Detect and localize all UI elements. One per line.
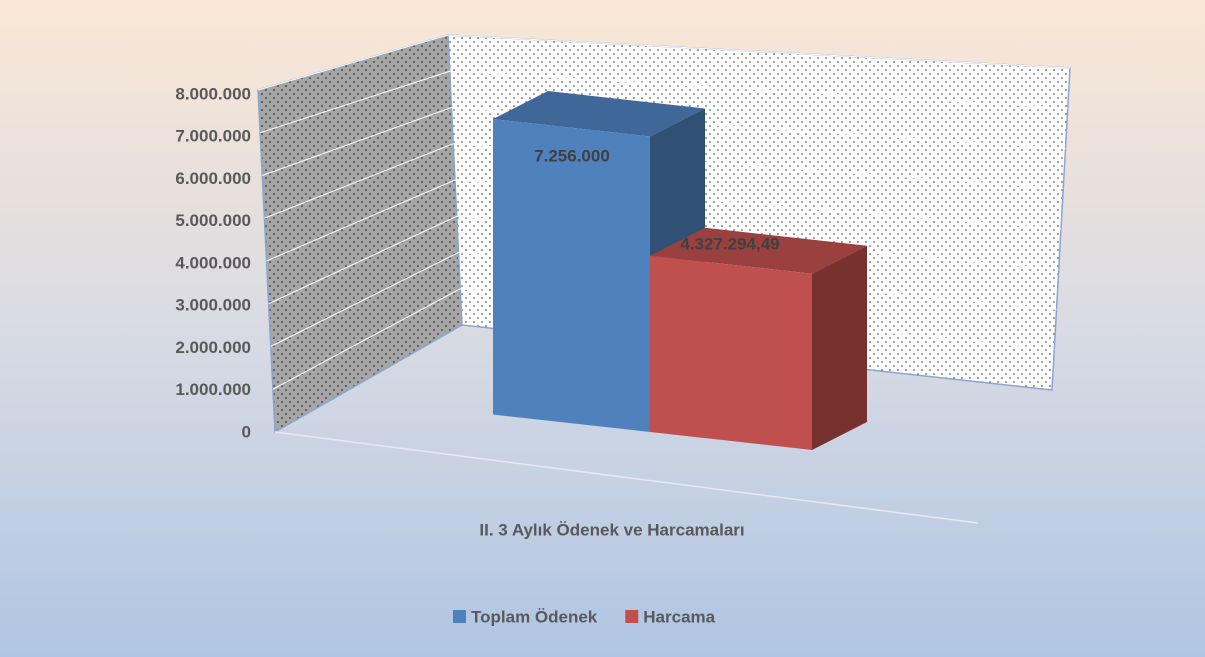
- grid-line: [257, 34, 1071, 91]
- y-tick-label: 6.000.000: [175, 169, 251, 188]
- x-axis-label: II. 3 Aylık Ödenek ve Harcamaları: [479, 520, 744, 539]
- grid-line: [264, 143, 1064, 219]
- grid-line: [266, 179, 1062, 262]
- y-tick-label: 4.000.000: [175, 253, 251, 272]
- data-label: 7.256.000: [534, 146, 610, 165]
- y-tick-label: 0: [242, 422, 251, 441]
- grid-line: [259, 70, 1068, 134]
- bar: [650, 255, 812, 450]
- grid-line: [262, 106, 1066, 176]
- bar-top: [650, 227, 867, 274]
- bar: [493, 119, 650, 432]
- legend-label: Toplam Ödenek: [471, 607, 598, 626]
- legend-swatch: [625, 610, 639, 623]
- bar-side: [812, 245, 867, 450]
- legend-swatch: [453, 610, 466, 623]
- y-tick-label: 7.000.000: [175, 127, 251, 146]
- y-tick-label: 3.000.000: [175, 296, 251, 315]
- y-tick-label: 1.000.000: [175, 380, 251, 399]
- y-tick-label: 2.000.000: [175, 338, 251, 357]
- floor-line: [274, 431, 979, 524]
- data-label: 4.327.294,49: [680, 234, 779, 253]
- y-tick-label: 5.000.000: [175, 211, 251, 230]
- legend-label: Harcama: [643, 607, 715, 626]
- y-tick-label: 8.000.000: [175, 84, 251, 103]
- bar-top: [493, 91, 705, 137]
